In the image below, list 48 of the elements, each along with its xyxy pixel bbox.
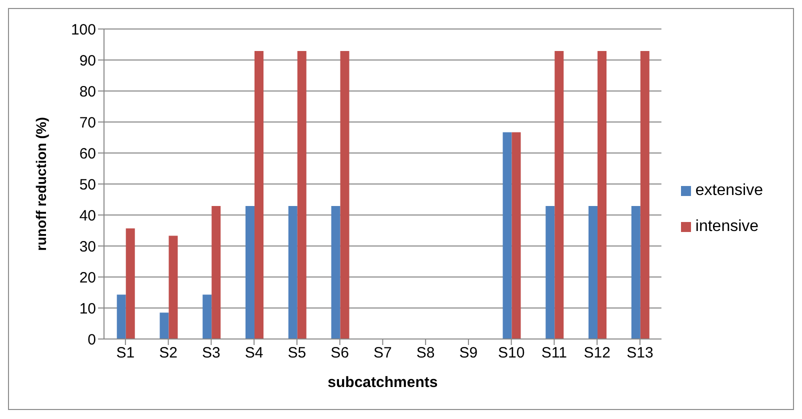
y-tick-label: 10: [79, 300, 96, 318]
y-tick-label: 20: [79, 269, 96, 286]
bar: [588, 206, 598, 339]
y-tick-label: 100: [70, 21, 96, 38]
bar: [546, 206, 555, 339]
bar: [502, 132, 512, 339]
x-tick-label: S11: [541, 344, 567, 362]
x-tick-label: S9: [459, 344, 478, 362]
bar: [245, 206, 254, 339]
y-tick-label: 50: [79, 176, 96, 194]
bar: [331, 206, 340, 339]
x-tick-label: S10: [498, 344, 525, 362]
x-tick-label: S1: [116, 344, 135, 362]
x-tick-label: S5: [288, 344, 306, 362]
y-axis-title: runoff reduction (%): [32, 117, 49, 251]
x-tick-label: S3: [202, 344, 220, 362]
y-tick-label: 30: [79, 238, 96, 256]
x-tick-label: S8: [416, 344, 435, 362]
y-tick-label: 90: [79, 52, 96, 70]
x-tick-label: S2: [159, 344, 178, 362]
bar: [254, 51, 264, 339]
x-tick-label: S12: [584, 344, 610, 362]
x-tick-label: S4: [244, 344, 264, 362]
x-axis-title: subcatchments: [328, 374, 438, 391]
bar: [116, 294, 126, 339]
y-tick-label: 0: [88, 331, 96, 348]
y-tick-label: 80: [79, 83, 96, 100]
bar: [554, 51, 564, 339]
bar: [126, 228, 135, 339]
bar: [160, 312, 169, 339]
x-tick-label: S6: [330, 344, 350, 362]
y-tick-label: 70: [79, 114, 96, 132]
bar: [288, 206, 298, 339]
legend-label: extensive: [695, 182, 763, 199]
bar: [212, 206, 221, 339]
legend-label: intensive: [695, 218, 759, 235]
bar: [297, 51, 306, 339]
x-tick-label: S13: [626, 344, 654, 362]
bar: [640, 51, 650, 339]
x-tick-label: S7: [374, 344, 392, 362]
bar: [631, 206, 640, 339]
bar: [512, 132, 521, 339]
bar: [202, 294, 212, 339]
bar: [168, 236, 178, 339]
y-tick-label: 40: [79, 207, 96, 224]
y-tick-label: 60: [79, 145, 96, 162]
bar: [598, 51, 607, 339]
bar: [340, 51, 350, 339]
